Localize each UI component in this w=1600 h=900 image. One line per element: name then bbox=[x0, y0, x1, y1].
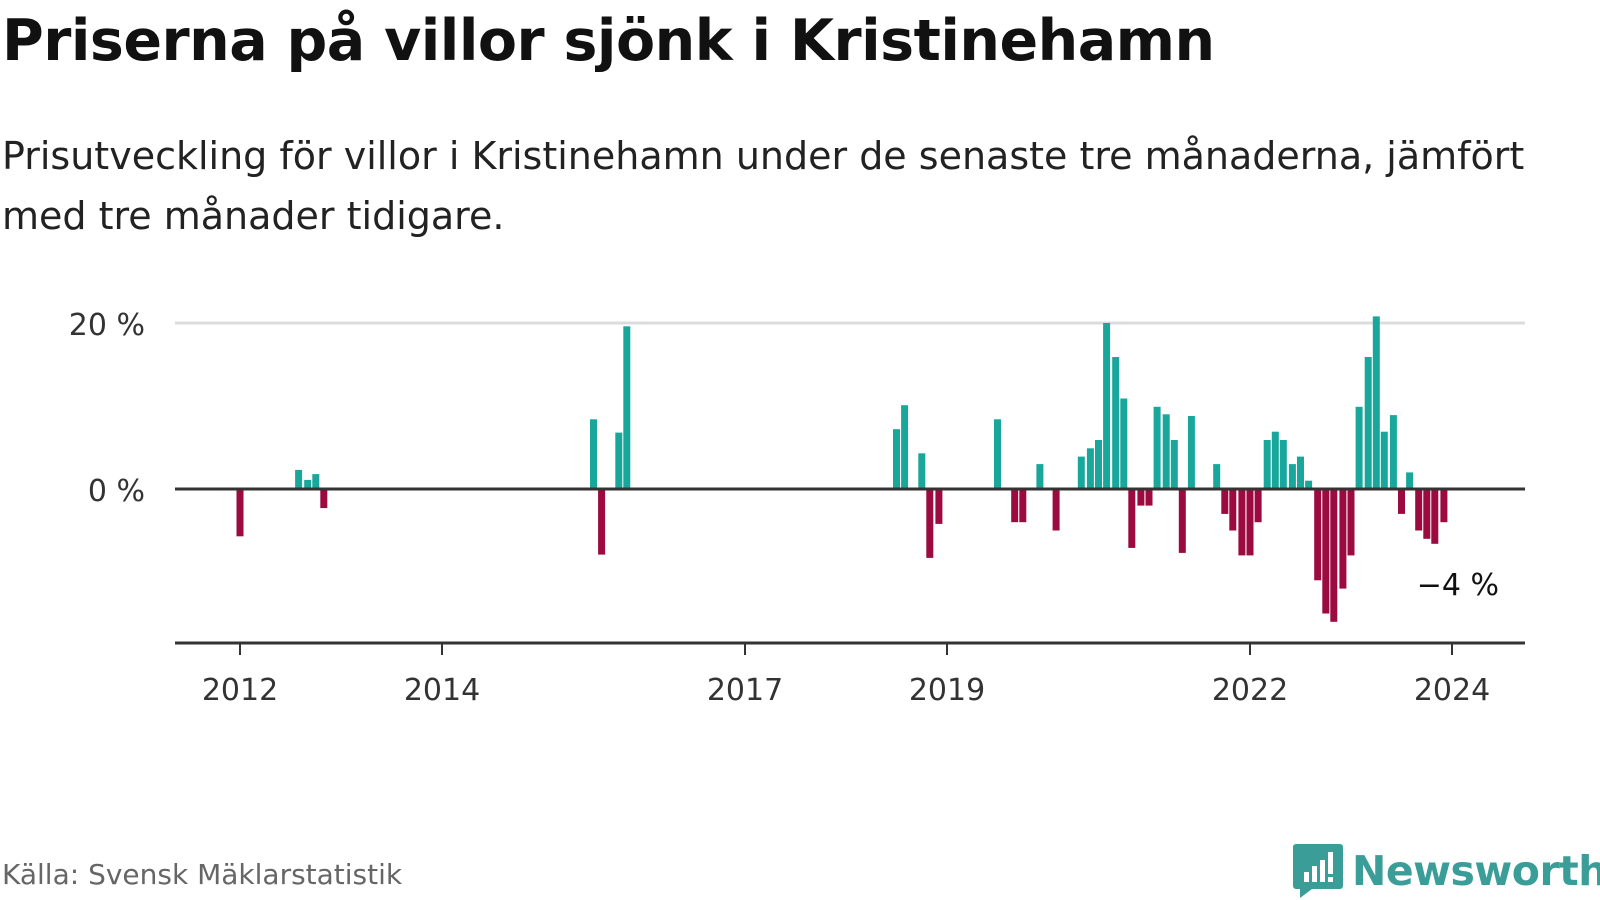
bar bbox=[1415, 489, 1423, 531]
bar bbox=[1263, 440, 1271, 489]
bar bbox=[1271, 431, 1279, 489]
bar bbox=[1145, 489, 1153, 506]
brand-name: Newsworthy bbox=[1352, 847, 1600, 895]
bar bbox=[1112, 357, 1120, 489]
bar bbox=[1423, 489, 1431, 539]
bar bbox=[1372, 316, 1380, 489]
chart-title: Priserna på villor sjönk i Kristinehamn bbox=[2, 8, 1215, 74]
bar bbox=[1339, 489, 1347, 589]
y-tick-label: 0 % bbox=[88, 474, 145, 509]
bar bbox=[304, 479, 312, 489]
brand-logo[interactable]: Newsworthy bbox=[1292, 842, 1600, 900]
bars bbox=[236, 316, 1448, 622]
bar bbox=[994, 419, 1001, 489]
x-tick-label: 2022 bbox=[1212, 673, 1288, 708]
bar bbox=[1162, 414, 1170, 489]
x-tick-label: 2019 bbox=[909, 673, 985, 708]
bar bbox=[1170, 440, 1178, 489]
bar bbox=[1406, 472, 1414, 489]
bar bbox=[1314, 489, 1322, 581]
bar bbox=[1213, 464, 1221, 489]
bar bbox=[312, 474, 320, 489]
bar bbox=[1389, 415, 1397, 489]
bar bbox=[623, 326, 631, 489]
x-tick-label: 2024 bbox=[1414, 673, 1490, 708]
bar bbox=[1254, 489, 1262, 523]
bar bbox=[236, 489, 244, 537]
bar bbox=[1221, 489, 1229, 514]
bar bbox=[1288, 464, 1296, 489]
bar bbox=[1355, 406, 1363, 489]
bar bbox=[901, 405, 909, 489]
bar bbox=[1347, 489, 1355, 556]
bar bbox=[1178, 489, 1186, 553]
bar bbox=[1095, 440, 1102, 489]
bar bbox=[1330, 489, 1338, 622]
bar bbox=[1137, 489, 1145, 506]
bar bbox=[1153, 406, 1161, 489]
bar bbox=[893, 429, 900, 489]
newsworthy-logo-icon bbox=[1293, 844, 1343, 898]
axes bbox=[175, 487, 1525, 655]
bar bbox=[1305, 480, 1313, 489]
labels: 0 % 20 % 2012 2014 2017 2019 2022 2024 −4 % bbox=[69, 308, 1499, 708]
bar bbox=[1128, 489, 1136, 548]
bar bbox=[926, 489, 934, 558]
bar bbox=[615, 432, 623, 489]
bar bbox=[1103, 323, 1111, 489]
bar bbox=[1229, 489, 1237, 531]
bar bbox=[1238, 489, 1246, 556]
x-tick-label: 2014 bbox=[404, 673, 480, 708]
bar bbox=[1279, 440, 1287, 489]
bar bbox=[1398, 489, 1405, 514]
x-tick-label: 2017 bbox=[707, 673, 783, 708]
bar bbox=[320, 489, 328, 509]
bar bbox=[1380, 431, 1388, 489]
bar bbox=[1036, 464, 1044, 489]
bar bbox=[1297, 456, 1304, 489]
bar bbox=[590, 419, 597, 489]
bar bbox=[1011, 489, 1019, 523]
x-tick-label: 2012 bbox=[202, 673, 278, 708]
bar bbox=[1364, 357, 1372, 489]
source-note: Källa: Svensk Mäklarstatistik bbox=[2, 858, 403, 891]
chart-subtitle: Prisutveckling för villor i Kristinehamn… bbox=[2, 134, 1525, 238]
bar bbox=[935, 489, 943, 524]
bar bbox=[1086, 448, 1094, 489]
bar bbox=[1019, 489, 1027, 523]
bar bbox=[598, 489, 606, 555]
bar bbox=[1322, 489, 1330, 614]
bar bbox=[918, 453, 926, 489]
bar bbox=[1120, 398, 1128, 489]
bar bbox=[1431, 489, 1439, 544]
bar bbox=[1077, 456, 1085, 489]
bar bbox=[1187, 416, 1195, 489]
y-tick-label: 20 % bbox=[69, 308, 145, 343]
bar bbox=[295, 469, 303, 489]
last-value-label: −4 % bbox=[1417, 568, 1499, 603]
bar bbox=[1440, 489, 1448, 523]
bar bbox=[1246, 489, 1254, 556]
bar bbox=[1052, 489, 1060, 531]
